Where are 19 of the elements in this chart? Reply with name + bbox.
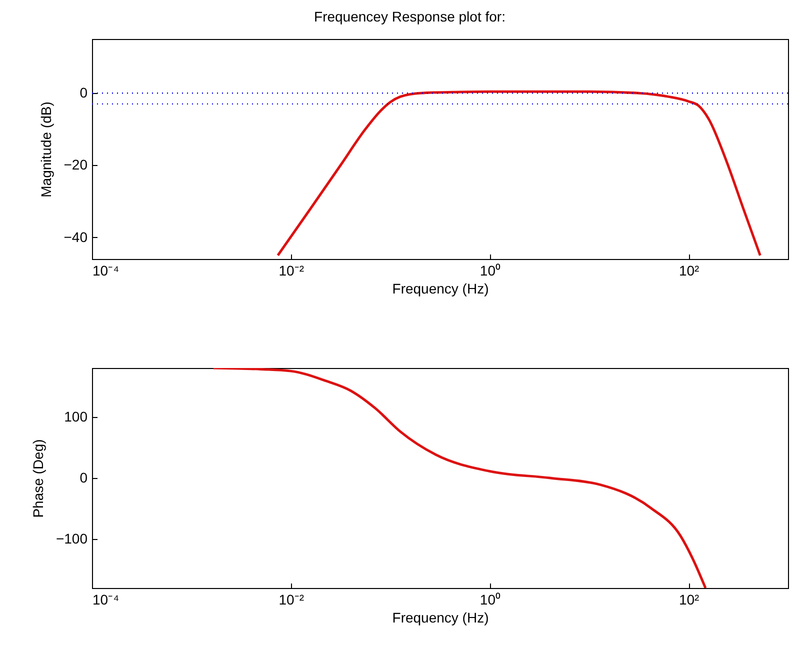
x-tick-label: 10⁰ bbox=[480, 592, 501, 608]
y-axis-title: Magnitude (dB) bbox=[38, 102, 54, 198]
x-tick-label: 10⁻⁴ bbox=[92, 262, 120, 278]
y-tick-label: 0 bbox=[80, 84, 88, 101]
y-axis-title: Phase (Deg) bbox=[30, 439, 46, 518]
x-tick-label: 10⁰ bbox=[480, 262, 501, 278]
y-tick-label: −40 bbox=[64, 228, 88, 245]
y-tick-label: −20 bbox=[64, 156, 88, 173]
y-tick-label: −100 bbox=[56, 530, 88, 547]
y-tick-label: 0 bbox=[80, 470, 88, 486]
x-tick-label: 10² bbox=[678, 262, 700, 278]
x-tick-label: 10⁻² bbox=[278, 592, 304, 608]
chart-title: Frequencey Response plot for: bbox=[314, 8, 506, 24]
x-axis-title: Frequency (Hz) bbox=[392, 280, 489, 296]
y-tick-label: 100 bbox=[64, 408, 88, 424]
x-axis-title: Frequency (Hz) bbox=[392, 610, 489, 626]
x-tick-label: 10⁻⁴ bbox=[92, 592, 120, 608]
x-tick-label: 10⁻² bbox=[278, 262, 304, 278]
x-tick-label: 10² bbox=[678, 592, 700, 608]
